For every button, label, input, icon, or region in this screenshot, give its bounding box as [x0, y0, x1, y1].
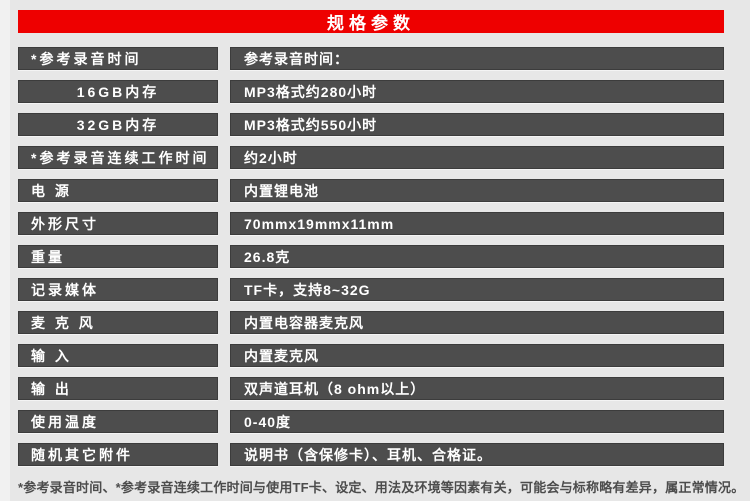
spec-row: 麦 克 风 内置电容器麦克风: [18, 311, 724, 334]
spec-value: MP3格式约550小时: [230, 113, 724, 136]
spec-value: 双声道耳机（8 ohm以上）: [230, 377, 724, 400]
spec-label: 使用温度: [18, 410, 218, 433]
spec-value: 约2小时: [230, 146, 724, 169]
spec-row: *参考录音时间 参考录音时间：: [18, 47, 724, 70]
spec-row: 16GB内存 MP3格式约280小时: [18, 80, 724, 103]
spec-label: *参考录音连续工作时间: [18, 146, 218, 169]
spec-row: 输 出 双声道耳机（8 ohm以上）: [18, 377, 724, 400]
spec-table: *参考录音时间 参考录音时间： 16GB内存 MP3格式约280小时 32GB内…: [18, 47, 724, 466]
spec-row: 电 源 内置锂电池: [18, 179, 724, 202]
spec-label: 32GB内存: [18, 113, 218, 136]
spec-value: 0-40度: [230, 410, 724, 433]
spec-value: 内置电容器麦克风: [230, 311, 724, 334]
spec-label: 重量: [18, 245, 218, 268]
spec-value: 26.8克: [230, 245, 724, 268]
spec-row: 记录媒体 TF卡，支持8~32G: [18, 278, 724, 301]
spec-value: TF卡，支持8~32G: [230, 278, 724, 301]
spec-row: *参考录音连续工作时间 约2小时: [18, 146, 724, 169]
spec-label: 随机其它附件: [18, 443, 218, 466]
spec-label: 输 入: [18, 344, 218, 367]
spec-row: 外形尺寸 70mmx19mmx11mm: [18, 212, 724, 235]
spec-label: 麦 克 风: [18, 311, 218, 334]
spec-value: 内置锂电池: [230, 179, 724, 202]
spec-value: 内置麦克风: [230, 344, 724, 367]
spec-value: 参考录音时间：: [230, 47, 724, 70]
spec-label: 输 出: [18, 377, 218, 400]
footnote-text: *参考录音时间、*参考录音连续工作时间与使用TF卡、设定、用法及环境等因素有关，…: [18, 480, 745, 495]
spec-value: 说明书（含保修卡）、耳机、合格证。: [230, 443, 724, 466]
spec-label: 电 源: [18, 179, 218, 202]
spec-header-bar: 规格参数: [18, 10, 724, 33]
spec-row: 随机其它附件 说明书（含保修卡）、耳机、合格证。: [18, 443, 724, 466]
spec-label: 记录媒体: [18, 278, 218, 301]
spec-row: 输 入 内置麦克风: [18, 344, 724, 367]
spec-value: MP3格式约280小时: [230, 80, 724, 103]
spec-row: 重量 26.8克: [18, 245, 724, 268]
spec-title: 规格参数: [327, 14, 415, 33]
spec-label: 16GB内存: [18, 80, 218, 103]
spec-row: 32GB内存 MP3格式约550小时: [18, 113, 724, 136]
spec-row: 使用温度 0-40度: [18, 410, 724, 433]
spec-value: 70mmx19mmx11mm: [230, 212, 724, 235]
spec-label: 外形尺寸: [18, 212, 218, 235]
spec-label: *参考录音时间: [18, 47, 218, 70]
spec-content: 规格参数 *参考录音时间 参考录音时间： 16GB内存 MP3格式约280小时 …: [18, 10, 745, 496]
